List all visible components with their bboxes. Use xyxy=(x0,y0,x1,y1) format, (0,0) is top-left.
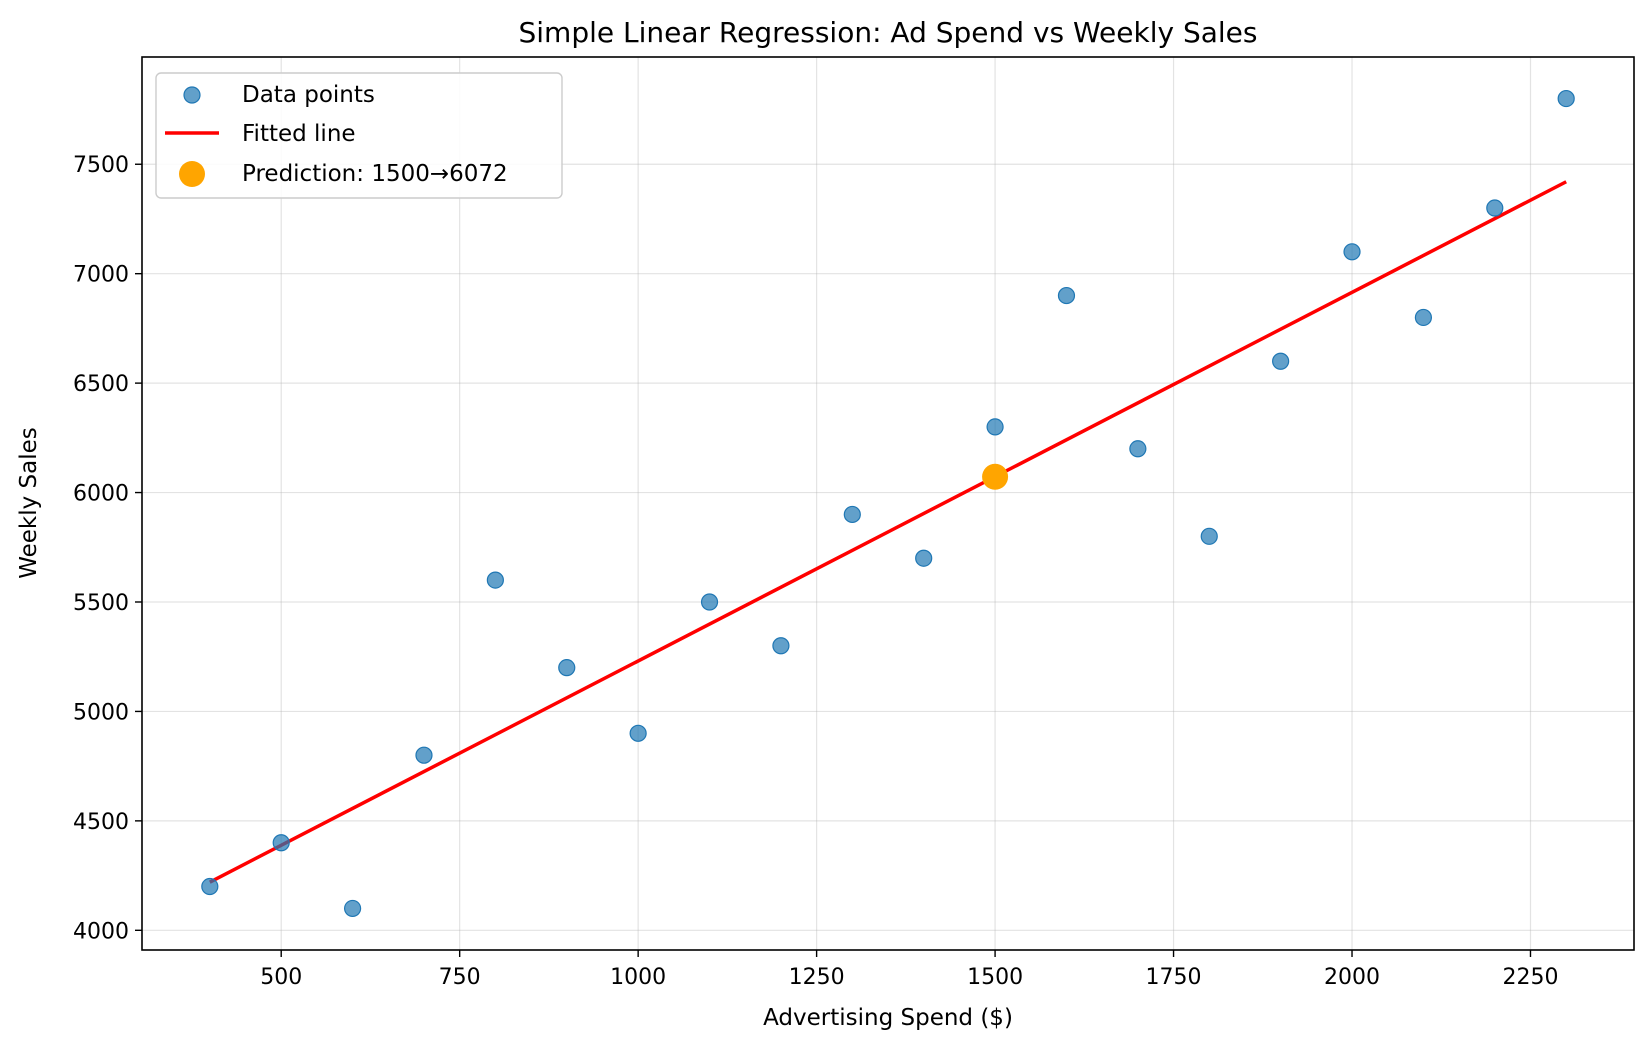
y-tick-label: 6500 xyxy=(73,372,129,397)
y-tick-label: 6000 xyxy=(73,482,129,507)
data-point xyxy=(415,746,433,764)
data-point xyxy=(772,637,790,655)
data-point xyxy=(1486,199,1504,217)
grid-layer xyxy=(142,57,1634,950)
y-tick-label: 5500 xyxy=(73,591,129,616)
data-point xyxy=(1343,243,1361,261)
x-tick-label: 500 xyxy=(260,965,302,990)
plot-frame xyxy=(141,56,1635,951)
y-tick-label: 5000 xyxy=(73,700,129,725)
y-tick-label: 4000 xyxy=(73,919,129,944)
chart-title: Simple Linear Regression: Ad Spend vs We… xyxy=(519,16,1258,49)
y-tick-label: 4500 xyxy=(73,810,129,835)
y-tick-label: 7000 xyxy=(73,263,129,288)
prediction-layer xyxy=(982,463,1009,490)
legend-label-prediction: Prediction: 1500→6072 xyxy=(242,161,508,187)
data-point xyxy=(486,571,504,589)
x-axis-ticks: 500 750 1000 1250 1500 1750 2000 2250 xyxy=(260,950,1558,990)
y-tick-label: 7500 xyxy=(73,153,129,178)
legend-label-fitted-line: Fitted line xyxy=(242,121,356,147)
data-point xyxy=(343,899,362,918)
data-point xyxy=(272,834,290,852)
data-point xyxy=(986,418,1004,436)
x-tick-label: 1500 xyxy=(967,965,1023,990)
data-point xyxy=(201,877,219,896)
x-tick-label: 1000 xyxy=(610,965,666,990)
data-point xyxy=(915,549,933,567)
fitted-line xyxy=(209,180,1567,884)
x-tick-label: 2000 xyxy=(1324,965,1380,990)
legend-box xyxy=(155,72,563,199)
data-point xyxy=(1129,440,1147,458)
legend: Data points Fitted line Prediction: 1500… xyxy=(155,72,563,199)
legend-label-data-points: Data points xyxy=(242,82,375,108)
x-tick-label: 1750 xyxy=(1146,965,1202,990)
y-axis-label: Weekly Sales xyxy=(16,427,42,579)
prediction-point xyxy=(982,463,1009,490)
data-points-layer xyxy=(201,89,1575,918)
x-tick-label: 750 xyxy=(439,965,481,990)
data-point xyxy=(1414,308,1433,327)
legend-marker-prediction xyxy=(179,161,205,187)
data-point xyxy=(558,659,576,677)
data-point xyxy=(843,505,861,524)
y-axis-ticks: 4000 4500 5000 5500 6000 6500 7000 7500 xyxy=(73,153,142,944)
x-tick-label: 1250 xyxy=(789,965,845,990)
data-point xyxy=(629,724,647,742)
data-point xyxy=(1200,527,1218,545)
fitted-line-layer xyxy=(209,180,1567,884)
data-point xyxy=(1272,352,1290,370)
data-point xyxy=(1057,286,1076,305)
legend-marker-data-points xyxy=(183,86,201,104)
x-axis-label: Advertising Spend ($) xyxy=(763,1005,1013,1031)
data-point xyxy=(1557,89,1575,108)
data-point xyxy=(700,593,719,611)
x-tick-label: 2250 xyxy=(1502,965,1558,990)
